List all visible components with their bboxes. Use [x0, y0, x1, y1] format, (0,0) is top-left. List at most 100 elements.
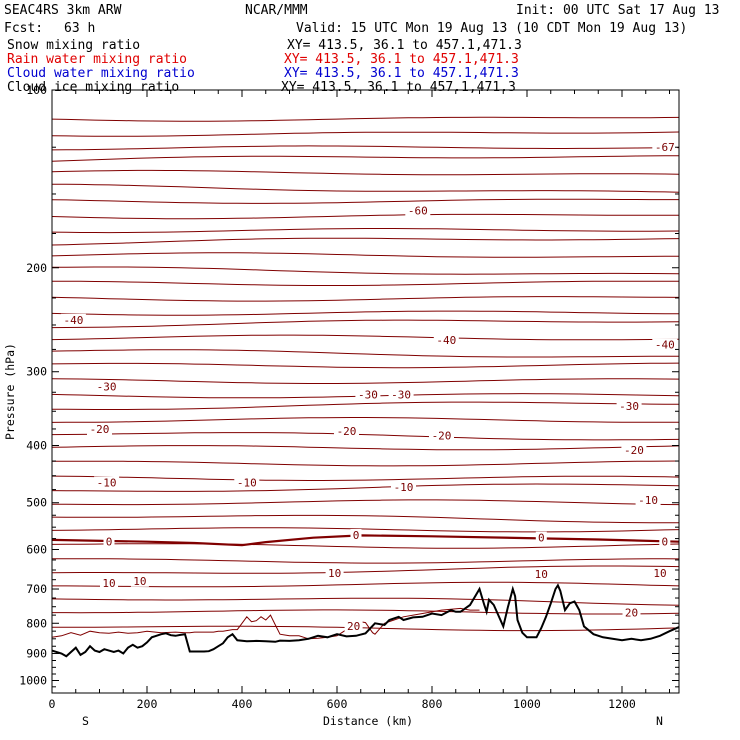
isotherm-labels: -67 -60 -40 -40 -40 -30 -30 -30 -30 -20 -20 -20 -20 -… — [60, 141, 678, 633]
y-tick-label: 300 — [26, 365, 47, 379]
terrain-line — [51, 583, 680, 658]
isotherm-label-bg — [94, 476, 120, 489]
isotherm-label: 0 — [106, 536, 113, 549]
isotherm-label: 10 — [133, 575, 146, 588]
isotherm-line — [51, 228, 680, 234]
valid-time: Valid: 15 UTC Mon 19 Aug 13 (10 CDT Mon … — [296, 21, 687, 36]
isotherm-label: 10 — [653, 567, 666, 580]
isotherm-line — [51, 514, 679, 524]
field-xy-snow: XY= 413.5, 36.1 to 457.1,471.3 — [287, 38, 522, 53]
isotherm-label: -40 — [436, 334, 456, 347]
isotherm-line — [51, 432, 680, 441]
isotherm-label-bg — [616, 400, 642, 413]
isotherm-label: -30 — [97, 381, 117, 394]
x-tick-label: 0 — [49, 697, 56, 711]
field-name-rain: Rain water mixing ratio — [7, 52, 187, 67]
isotherm-line — [51, 483, 680, 492]
x-tick-label: 400 — [232, 697, 253, 711]
isotherm-line — [51, 499, 680, 506]
x-tick-label: 800 — [422, 697, 443, 711]
isotherm-line — [51, 145, 680, 151]
isotherm-label-bg — [87, 423, 112, 435]
isotherm-label: -30 — [391, 389, 411, 402]
isotherm-line — [51, 445, 680, 451]
isotherm-label-bg — [405, 204, 431, 217]
isotherm-label-bg — [234, 476, 260, 489]
isotherm-label: -20 — [90, 423, 110, 436]
isotherm-line — [51, 198, 679, 204]
x-tick-label: 200 — [137, 697, 158, 711]
y-tick-label: 400 — [26, 439, 47, 453]
isotherm-label: 0 — [661, 536, 668, 549]
y-tick-label: 1000 — [19, 673, 47, 687]
isotherm-line — [51, 417, 679, 423]
isotherm-label-bg — [60, 313, 86, 326]
isotherm-line — [51, 266, 680, 275]
y-tick-label: 600 — [26, 542, 47, 556]
isotherm-line — [51, 183, 680, 193]
isotherm-line — [51, 527, 680, 533]
isotherm-line — [51, 475, 680, 481]
isotherm-line — [51, 543, 680, 549]
isotherm-label: 0 — [538, 532, 545, 545]
south-end-label: S — [82, 714, 89, 728]
isotherm-label: -10 — [638, 494, 658, 507]
isotherm-label: -20 — [432, 430, 452, 443]
isotherm-label: -20 — [337, 425, 357, 438]
isotherm-label: 0 — [353, 529, 360, 542]
isotherm-label: -10 — [237, 477, 257, 490]
isotherm-line — [51, 319, 680, 329]
isotherm-line — [51, 597, 680, 606]
isotherm-label-bg — [659, 535, 671, 548]
isotherm-line — [52, 609, 680, 615]
freezing-level-line — [51, 534, 680, 547]
isotherm-label-bg — [94, 380, 120, 393]
y-tick-label: 100 — [26, 83, 47, 97]
isotherm-line — [52, 581, 680, 588]
x-tick-label: 1000 — [513, 697, 541, 711]
isotherm-label: -30 — [619, 400, 639, 413]
isotherm-label: -20 — [624, 444, 644, 457]
isotherm-line — [51, 362, 680, 369]
isotherm-label: -10 — [394, 481, 414, 494]
isotherm-label: 10 — [535, 568, 548, 581]
forecast-label: Fcst: — [4, 21, 43, 36]
field-name-cloud-ice: Cloud ice mixing ratio — [7, 80, 179, 95]
isotherm-label-bg — [532, 567, 551, 580]
isotherm-label-bg — [103, 535, 115, 548]
isotherm-label: -30 — [358, 389, 378, 402]
isotherm-lines — [51, 116, 680, 632]
isotherm-label-bg — [388, 388, 414, 401]
y-axis-label: Pressure (hPa) — [3, 343, 17, 440]
isotherm-label: -40 — [655, 339, 675, 352]
field-xy-rain: XY= 413.5, 36.1 to 457.1,471.3 — [284, 52, 519, 67]
isotherm-line — [52, 280, 680, 286]
field-name-cloud-water: Cloud water mixing ratio — [7, 66, 195, 81]
x-axis: 0 200 400 600 800 1000 1200 — [49, 90, 670, 711]
init-time: Init: 00 UTC Sat 17 Aug 13 — [516, 3, 720, 18]
isotherm-label-bg — [334, 425, 359, 437]
isotherm-label-bg — [621, 444, 647, 456]
isotherm-line — [51, 252, 679, 258]
x-tick-label: 600 — [327, 697, 348, 711]
field-xy-cloud-water: XY= 413.5, 36.1 to 457.1,471.3 — [284, 66, 519, 81]
terrain-profile — [51, 583, 680, 658]
y-tick-label: 200 — [26, 261, 47, 275]
rain-top-line — [51, 607, 480, 640]
isotherm-label: -10 — [97, 477, 117, 490]
isotherm-label: 20 — [625, 607, 638, 620]
north-end-label: N — [656, 714, 663, 728]
isotherm-label: -40 — [63, 314, 83, 327]
isotherm-line — [52, 625, 680, 632]
plot-frame — [51, 89, 680, 694]
isotherm-line — [51, 296, 680, 302]
isotherm-label: 10 — [328, 567, 341, 580]
isotherm-label-bg — [535, 531, 547, 544]
isotherm-label-bg — [622, 606, 641, 619]
isotherm-label-bg — [325, 567, 344, 580]
isotherm-label-bg — [100, 577, 118, 590]
x-axis-label: Distance (km) — [323, 714, 413, 728]
isotherm-line — [51, 460, 680, 467]
